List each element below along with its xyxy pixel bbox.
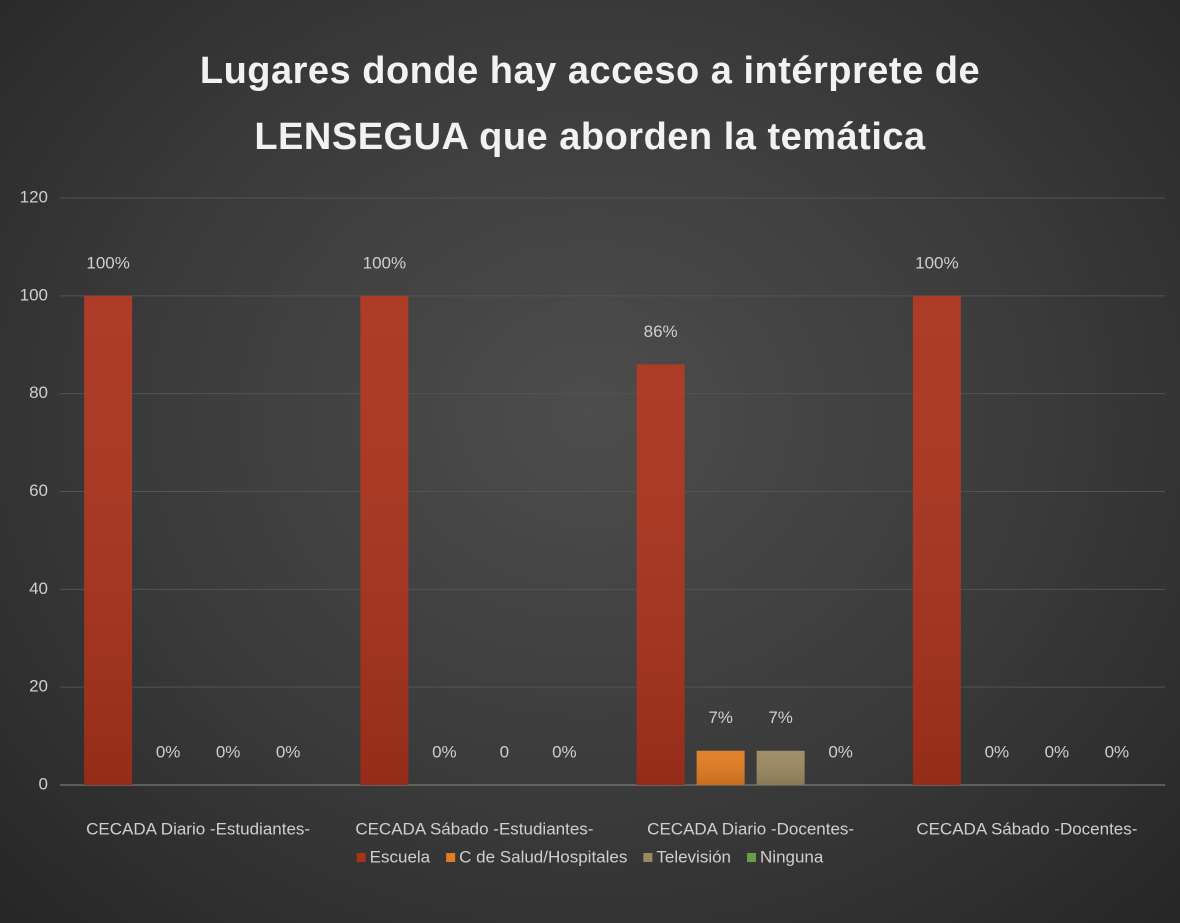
y-tick-label: 0	[39, 774, 48, 793]
y-tick-label: 80	[29, 383, 48, 402]
value-label: 100%	[915, 253, 958, 272]
x-tick-label: CECADA Diario -Estudiantes-	[86, 819, 310, 838]
bar-shade	[84, 295, 133, 785]
value-label: 0%	[1045, 742, 1070, 761]
legend-swatch	[446, 853, 456, 862]
bar-shade	[696, 750, 745, 785]
value-label: 86%	[644, 322, 678, 341]
legend-swatch	[356, 853, 366, 862]
value-label: 0%	[1105, 742, 1130, 761]
value-label: 0%	[216, 742, 241, 761]
bar-shade	[756, 750, 805, 785]
y-tick-label: 120	[20, 187, 48, 206]
y-tick-label: 60	[29, 481, 48, 500]
value-label: 0%	[985, 742, 1010, 761]
bar-shade	[636, 364, 685, 785]
y-tick-label: 40	[29, 579, 48, 598]
value-label: 0	[500, 742, 509, 761]
value-label: 0%	[156, 742, 181, 761]
value-label: 0%	[432, 742, 457, 761]
legend-label: C de Salud/Hospitales	[459, 847, 627, 866]
value-label: 100%	[363, 253, 406, 272]
bar-shade	[912, 295, 961, 785]
value-label: 100%	[86, 253, 129, 272]
x-tick-label: CECADA Sábado -Docentes-	[916, 819, 1137, 838]
legend-swatch	[747, 853, 757, 862]
y-tick-label: 20	[29, 677, 48, 696]
value-label: 0%	[552, 742, 577, 761]
value-label: 7%	[768, 708, 793, 727]
value-label: 0%	[276, 742, 301, 761]
legend-label: Ninguna	[760, 847, 824, 866]
bar-shade	[360, 295, 409, 785]
x-tick-label: CECADA Diario -Docentes-	[647, 819, 854, 838]
value-label: 7%	[708, 708, 733, 727]
value-label: 0%	[828, 742, 853, 761]
legend-swatch	[643, 853, 653, 862]
legend-label: Televisión	[656, 847, 731, 866]
x-tick-label: CECADA Sábado -Estudiantes-	[355, 819, 593, 838]
chart-title: Lugares donde hay acceso a intérprete de…	[199, 50, 981, 158]
y-tick-label: 100	[20, 285, 48, 304]
legend-label: Escuela	[370, 847, 431, 866]
